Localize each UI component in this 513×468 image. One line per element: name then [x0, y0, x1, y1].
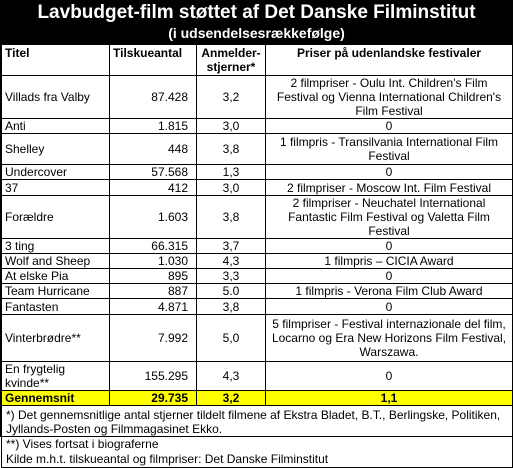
cell-stars: 5.0 [196, 283, 266, 299]
cell-stars: 3,0 [196, 118, 266, 134]
cell-title: Shelley [1, 133, 110, 165]
cell-title: Team Hurricane [1, 283, 110, 299]
cell-title: Forældre [1, 195, 110, 239]
cell-prizes: 2 filmpriser - Moscow Int. Film Festival [265, 179, 513, 196]
cell-viewers: 1.815 [109, 118, 197, 134]
cell-prizes: 0 [265, 298, 513, 315]
table-row: Villads fra Valby 87.428 3,2 2 filmpriser -… [1, 75, 513, 119]
header-row: Titel Tilskueantal Anmelder-stjerner* Pr… [1, 44, 513, 76]
cell-title: Undercover [1, 164, 110, 180]
cell-viewers: 412 [109, 179, 197, 196]
cell-title: 37 [1, 179, 110, 196]
cell-stars: 3,3 [196, 268, 266, 284]
table-row: At elske Pia 895 3,3 0 [1, 268, 513, 284]
cell-stars: 5,0 [196, 314, 266, 362]
cell-stars: 3,2 [196, 75, 266, 119]
cell-stars: 4,3 [196, 361, 266, 391]
table-row: Vinterbrødre** 7.992 5,0 5 filmpriser - Fes… [1, 314, 513, 362]
cell-title: Anti [1, 118, 110, 134]
cell-stars: 3,8 [196, 298, 266, 315]
cell-stars: 1,3 [196, 164, 266, 180]
cell-prizes: 0 [265, 238, 513, 254]
cell-title: 3 ting [1, 238, 110, 254]
cell-viewers: 448 [109, 133, 197, 165]
footnote-stars: *) Det gennemsnitlige antal stjerner til… [1, 405, 513, 436]
page-subtitle: (i udsendelsesrækkefølge) [168, 25, 345, 41]
cell-viewers: 87.428 [109, 75, 197, 119]
cell-prizes: 0 [265, 361, 513, 391]
table-row: Fantasten 4.871 3,8 0 [1, 298, 513, 315]
table-row: En frygtelig kvinde** 155.295 4,3 0 [1, 361, 513, 391]
cell-stars: 3,0 [196, 179, 266, 196]
cell-prizes: 1 filmpris – CICIA Award [265, 253, 513, 269]
cell-stars: 3,8 [196, 133, 266, 165]
average-row: Gennemsnit 29.735 3,2 1,1 [1, 390, 513, 406]
table-row: Wolf and Sheep 1.030 4,3 1 filmpris – CICIA… [1, 253, 513, 269]
table-row: Anti 1.815 3,0 0 [1, 118, 513, 134]
average-viewers: 29.735 [109, 390, 197, 406]
cell-prizes: 1 filmpris - Transilvania International … [265, 133, 513, 165]
cell-viewers: 155.295 [109, 361, 197, 391]
cell-title: Villads fra Valby [1, 75, 110, 119]
cell-viewers: 1.603 [109, 195, 197, 239]
col-header-viewers: Tilskueantal [109, 44, 197, 76]
cell-viewers: 4.871 [109, 298, 197, 315]
cell-stars: 3,7 [196, 238, 266, 254]
cell-viewers: 895 [109, 268, 197, 284]
film-table: Titel Tilskueantal Anmelder-stjerner* Pr… [1, 44, 513, 468]
table-row: Forældre 1.603 3,8 2 filmpriser - Neuchatel… [1, 195, 513, 239]
footnote-source: Kilde m.h.t. tilskueantal og filmpriser:… [1, 451, 513, 468]
title-bar: Lavbudget-film støttet af Det Danske Fil… [1, 1, 512, 44]
cell-title: Fantasten [1, 298, 110, 315]
table-row: Undercover 57.568 1,3 0 [1, 164, 513, 180]
cell-prizes: 0 [265, 164, 513, 180]
col-header-title: Titel [1, 44, 110, 76]
cell-prizes: 2 filmpriser - Oulu Int. Children's Film… [265, 75, 513, 119]
cell-prizes: 0 [265, 268, 513, 284]
cell-prizes: 1 filmpris - Verona Film Club Award [265, 283, 513, 299]
average-stars: 3,2 [196, 390, 266, 406]
cell-viewers: 887 [109, 283, 197, 299]
table-row: 37 412 3,0 2 filmpriser - Moscow Int. Film … [1, 179, 513, 196]
average-label: Gennemsnit [1, 390, 110, 406]
cell-viewers: 57.568 [109, 164, 197, 180]
table-row: Team Hurricane 887 5.0 1 filmpris - Verona … [1, 283, 513, 299]
table-row: Shelley 448 3,8 1 filmpris - Transilvania I… [1, 133, 513, 165]
cell-viewers: 1.030 [109, 253, 197, 269]
cell-prizes: 5 filmpriser - Festival internazionale d… [265, 314, 513, 362]
col-header-prizes: Priser på udenlandske festivaler [265, 44, 513, 76]
page-title: Lavbudget-film støttet af Det Danske Fil… [37, 2, 476, 23]
cell-title: En frygtelig kvinde** [1, 361, 110, 391]
cell-stars: 3,8 [196, 195, 266, 239]
footnote-cinemas: **) Vises fortsat i biograferne [1, 436, 513, 451]
cell-title: Wolf and Sheep [1, 253, 110, 269]
cell-title: Vinterbrødre** [1, 314, 110, 362]
cell-stars: 4,3 [196, 253, 266, 269]
cell-title: At elske Pia [1, 268, 110, 284]
table-row: 3 ting 66.315 3,7 0 [1, 238, 513, 254]
cell-prizes: 0 [265, 118, 513, 134]
average-prizes: 1,1 [265, 390, 513, 406]
cell-viewers: 7.992 [109, 314, 197, 362]
cell-prizes: 2 filmpriser - Neuchatel International F… [265, 195, 513, 239]
cell-viewers: 66.315 [109, 238, 197, 254]
col-header-stars: Anmelder-stjerner* [196, 44, 266, 76]
